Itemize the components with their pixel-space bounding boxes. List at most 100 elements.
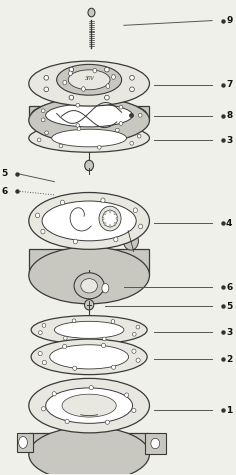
Ellipse shape [19, 437, 27, 448]
Ellipse shape [105, 420, 110, 424]
Ellipse shape [114, 237, 118, 242]
Ellipse shape [29, 427, 149, 475]
Ellipse shape [45, 131, 48, 135]
Text: 1: 1 [226, 406, 232, 415]
Text: 5: 5 [2, 169, 8, 178]
Ellipse shape [29, 98, 149, 143]
Ellipse shape [44, 87, 49, 92]
Ellipse shape [42, 201, 136, 241]
Ellipse shape [97, 145, 101, 149]
Ellipse shape [102, 337, 106, 341]
Ellipse shape [68, 70, 110, 90]
Ellipse shape [88, 8, 95, 17]
Ellipse shape [125, 393, 129, 397]
Ellipse shape [101, 198, 105, 203]
Ellipse shape [29, 61, 149, 106]
Ellipse shape [31, 339, 147, 375]
Ellipse shape [81, 279, 97, 293]
Polygon shape [145, 433, 166, 454]
Ellipse shape [69, 67, 74, 72]
Text: 6: 6 [226, 283, 232, 292]
Text: 3ПV: 3ПV [84, 76, 94, 81]
Ellipse shape [130, 76, 134, 80]
Ellipse shape [116, 217, 118, 220]
Ellipse shape [130, 142, 134, 145]
Ellipse shape [69, 95, 74, 100]
Ellipse shape [59, 144, 63, 148]
Ellipse shape [77, 127, 81, 131]
Ellipse shape [29, 379, 149, 433]
Ellipse shape [37, 138, 41, 142]
Ellipse shape [76, 103, 80, 107]
Ellipse shape [42, 361, 46, 365]
Ellipse shape [112, 75, 115, 79]
Ellipse shape [41, 118, 45, 122]
Ellipse shape [132, 349, 136, 353]
Ellipse shape [102, 210, 118, 227]
Ellipse shape [63, 336, 67, 340]
Ellipse shape [101, 343, 105, 348]
Ellipse shape [85, 160, 93, 171]
Text: 3: 3 [226, 136, 232, 145]
Ellipse shape [44, 76, 49, 80]
Polygon shape [29, 433, 149, 454]
Ellipse shape [46, 104, 133, 127]
Ellipse shape [57, 65, 122, 95]
Ellipse shape [109, 209, 111, 212]
Ellipse shape [119, 122, 123, 125]
Ellipse shape [82, 86, 85, 91]
Ellipse shape [106, 84, 110, 89]
Ellipse shape [29, 192, 149, 249]
Ellipse shape [104, 212, 106, 215]
Ellipse shape [89, 386, 93, 390]
Ellipse shape [132, 408, 136, 413]
Text: 2: 2 [226, 355, 232, 364]
Ellipse shape [29, 247, 149, 304]
Ellipse shape [99, 206, 121, 231]
Ellipse shape [133, 208, 137, 213]
Ellipse shape [151, 438, 160, 449]
Ellipse shape [65, 419, 69, 424]
Ellipse shape [72, 319, 76, 323]
Ellipse shape [29, 124, 149, 152]
Ellipse shape [35, 213, 40, 218]
Ellipse shape [130, 87, 134, 92]
Ellipse shape [112, 365, 116, 370]
Ellipse shape [38, 331, 42, 334]
Ellipse shape [114, 222, 116, 225]
Ellipse shape [73, 239, 77, 244]
Ellipse shape [139, 224, 143, 229]
Ellipse shape [42, 323, 46, 327]
Ellipse shape [105, 95, 109, 100]
Ellipse shape [76, 124, 80, 127]
Polygon shape [17, 433, 34, 452]
Ellipse shape [41, 109, 45, 113]
Ellipse shape [63, 80, 67, 85]
Ellipse shape [46, 388, 133, 423]
Ellipse shape [41, 407, 46, 411]
Ellipse shape [52, 129, 126, 147]
Ellipse shape [109, 225, 111, 228]
Ellipse shape [136, 325, 140, 329]
Text: 4: 4 [226, 219, 232, 228]
Ellipse shape [104, 222, 106, 225]
Ellipse shape [68, 71, 72, 76]
Text: 8: 8 [226, 111, 232, 120]
Text: 3: 3 [226, 328, 232, 337]
Ellipse shape [111, 320, 115, 323]
Text: 6: 6 [2, 187, 8, 196]
Ellipse shape [136, 358, 140, 362]
Polygon shape [29, 249, 149, 276]
Ellipse shape [62, 394, 116, 417]
Ellipse shape [105, 67, 109, 72]
Ellipse shape [115, 128, 119, 132]
Ellipse shape [60, 200, 64, 205]
Ellipse shape [132, 332, 136, 336]
Text: 9: 9 [226, 16, 232, 25]
Ellipse shape [114, 212, 116, 215]
Ellipse shape [31, 316, 147, 344]
Ellipse shape [93, 68, 97, 73]
Ellipse shape [54, 321, 124, 338]
Text: 7: 7 [226, 80, 232, 89]
Ellipse shape [63, 344, 67, 349]
